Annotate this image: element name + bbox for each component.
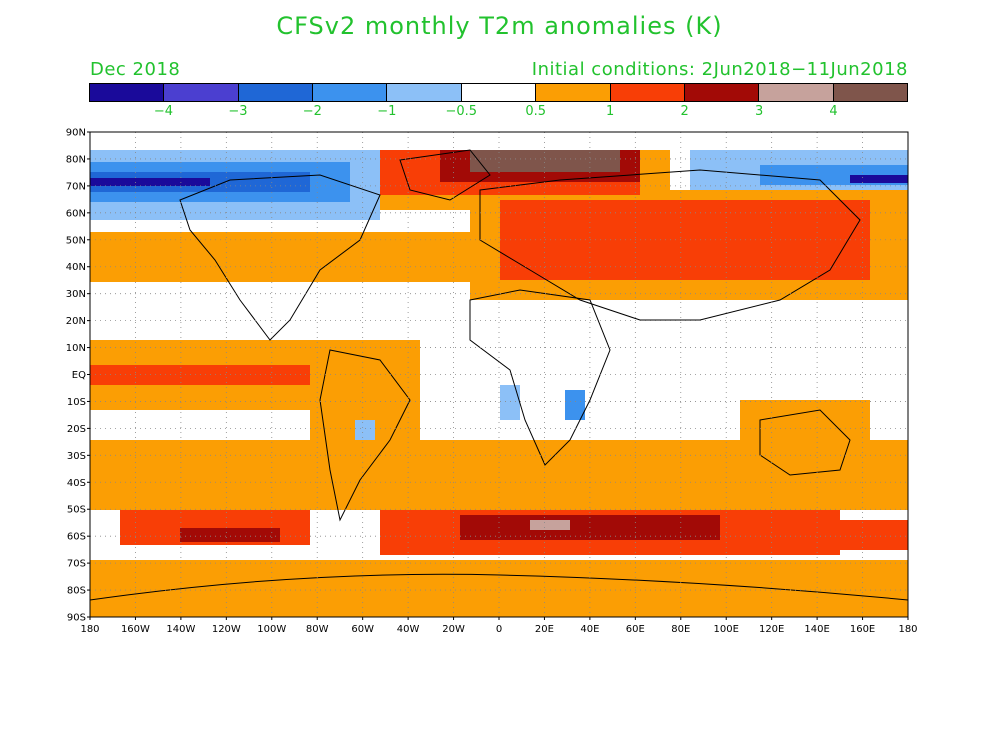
lon-tick-label: 100W [257,624,286,635]
colorbar-labels: −4 −3 −2 −1 −0.5 0.5 1 2 3 4 [89,104,908,122]
lat-tick-label: 40N [66,262,86,273]
barents-brown [470,150,620,172]
lon-tick-label: 60W [351,624,374,635]
colorbar-swatch: #a20a06 [684,84,760,101]
east-africa-cool [565,390,585,420]
lat-tick-label: 50N [66,235,86,246]
southwest-pacific-red [820,520,908,550]
colorbar: #1a0a9a#4b3fd0#1f67d6#3c92ee#8cc0f7#ffff… [89,83,908,102]
lat-tick-label: 20S [67,424,86,435]
lon-tick-label: 60E [626,624,645,635]
lat-tick-label: 50S [67,505,86,516]
forecast-month-label: Dec 2018 [90,59,181,80]
lat-tick-label: 60N [66,208,86,219]
lat-tick-label: EQ [72,370,86,381]
lat-tick-label: 10S [67,397,86,408]
colorbar-tick-label: −1 [377,104,397,119]
colorbar-swatch: #ffffff [461,84,537,101]
colorbar-tick-label: 4 [829,104,838,119]
lat-tick-label: 30S [67,451,86,462]
lon-tick-label: 140E [804,624,829,635]
lat-tick-label: 20N [66,316,86,327]
colorbar-tick-label: 0.5 [525,104,547,119]
lon-tick-label: 20W [442,624,465,635]
lon-tick-label: 160E [850,624,875,635]
africa-outline [469,289,611,466]
colorbar-swatch: #fb9e04 [536,84,611,101]
colorbar-tick-label: −4 [153,104,174,119]
colorbar-tick-label: −0.5 [445,104,478,119]
lon-tick-label: 20E [535,624,554,635]
lat-tick-label: 70N [66,181,86,192]
colorbar-swatch: #7f554b [833,84,907,101]
colorbar-swatch: #4b3fd0 [164,84,239,101]
lat-tick-label: 80S [67,586,86,597]
colorbar-swatch: #3c92ee [313,84,388,101]
arctic-america-coldest [90,178,210,186]
lon-tick-label: 160W [121,624,150,635]
colorbar-swatch: #c6a29c [759,84,834,101]
lat-tick-label: 30N [66,289,86,300]
colorbar-swatch: #f83e06 [610,84,685,101]
lon-tick-label: 120W [212,624,241,635]
colorbar-swatch: #1a0a9a [90,84,165,101]
lon-tick-label: 80W [306,624,329,635]
lon-tick-label: 0 [496,624,502,635]
north-pacific-warm [90,232,510,282]
greenland-outline [399,149,491,201]
colorbar-tick-label: −2 [302,104,322,119]
southern-ocean-max [530,520,570,530]
south-america-warm [310,340,420,470]
lat-tick-label: 10N [66,343,86,354]
lon-tick-label: 100E [714,624,739,635]
lon-tick-label: 80E [671,624,690,635]
lon-tick-label: 180 [898,624,917,635]
lon-tick-label: 180 [80,624,99,635]
colorbar-tick-label: 1 [606,104,615,119]
colorbar-swatch: #1f67d6 [238,84,314,101]
west-africa-cool [500,385,520,420]
lon-tick-label: 120E [759,624,784,635]
map-title: CFSv2 monthly T2m anomalies (K) [276,12,723,40]
coastlines [90,149,908,601]
anomaly-shading [90,149,908,617]
lat-tick-label: 70S [67,559,86,570]
lat-tick-label: 90S [67,613,86,624]
eurasia-outline [479,169,861,321]
lat-tick-label: 40S [67,478,86,489]
south-america-outline [319,349,411,522]
colorbar-tick-label: 3 [754,104,764,119]
lat-tick-label: 80N [66,154,86,165]
initial-conditions-label: Initial conditions: 2Jun2018−11Jun2018 [531,59,908,80]
antarctica-outline [90,573,908,601]
lon-tick-label: 140W [166,624,195,635]
australia-warm [740,400,870,480]
east-siberian-coldest [850,175,908,183]
colorbar-tick-label: 2 [680,104,689,119]
latitude-labels: 90N 80N 70N 60N 50N 40N 30N 20N 10N EQ 10S 20S 30S 40… [66,128,90,624]
graticule [90,132,908,617]
brazil-cool [355,420,375,440]
longitude-labels: 180 160W 140W 120W 100W 80W 60W 40W 20W 0 20E 40E 60… [80,617,918,635]
equatorial-pacific-red [90,365,310,385]
lat-tick-label: 60S [67,532,86,543]
lon-tick-label: 40E [580,624,599,635]
lon-tick-label: 40W [397,624,420,635]
colorbar-tick-label: −3 [228,104,248,119]
lat-tick-label: 90N [66,128,86,139]
north-america-outline [179,174,381,341]
antarctic-warm-band [90,560,908,617]
colorbar-swatch: #8cc0f7 [387,84,462,101]
south-pacific-darkred [180,528,280,542]
